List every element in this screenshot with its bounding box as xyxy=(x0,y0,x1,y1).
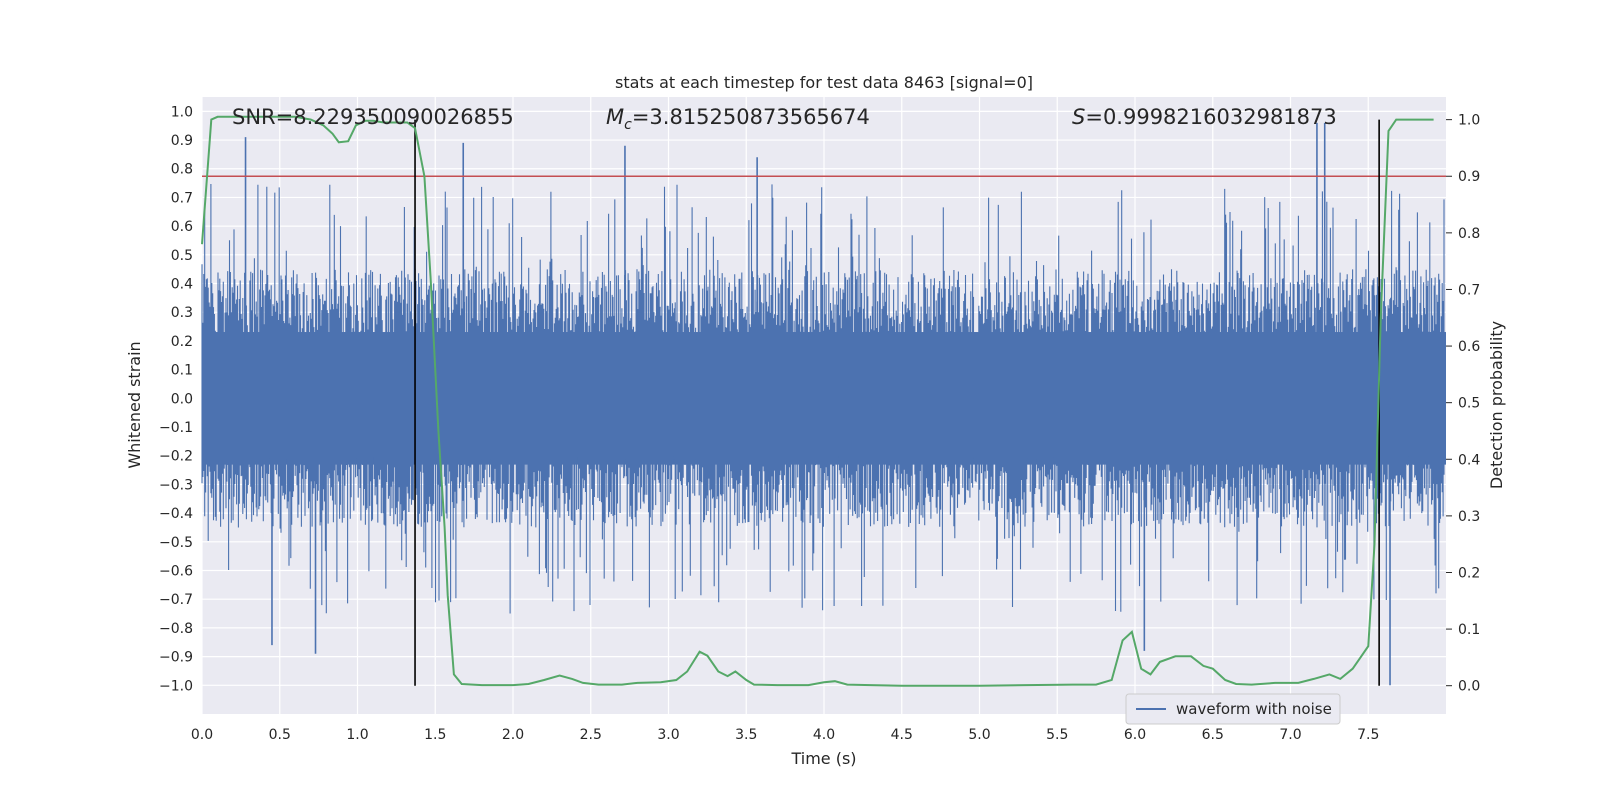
x-tick-label: 4.5 xyxy=(891,727,913,743)
y-tick-label: −0.6 xyxy=(159,564,193,580)
y-tick-label: 0.9 xyxy=(171,133,193,149)
y-tick-label: 0.5 xyxy=(171,248,193,264)
x-tick-label: 6.0 xyxy=(1124,727,1146,743)
y-tick-label: −0.8 xyxy=(159,621,193,637)
y2-tick-label: 0.7 xyxy=(1458,282,1480,298)
x-tick-label: 3.0 xyxy=(657,727,679,743)
significance-annotation: S=0.9998216032981873 xyxy=(1072,105,1337,129)
legend-box xyxy=(1125,693,1341,725)
x-tick-label: 6.5 xyxy=(1202,727,1224,743)
x-tick-label: 4.0 xyxy=(813,727,835,743)
x-tick-label: 2.0 xyxy=(502,727,524,743)
y-tick-label: 0.8 xyxy=(171,162,193,178)
chirp-mass-symbol: M xyxy=(606,105,624,129)
y-tick-label: 0.1 xyxy=(171,363,193,379)
x-tick-label: 1.5 xyxy=(424,727,446,743)
legend-label-waveform: waveform with noise xyxy=(1176,700,1332,718)
y2-tick-label: 0.4 xyxy=(1458,452,1480,468)
y2-tick-label: 0.9 xyxy=(1458,169,1480,185)
x-tick-label: 3.5 xyxy=(735,727,757,743)
y-tick-label: 0.4 xyxy=(171,277,193,293)
waveform-series xyxy=(201,122,1446,686)
y-tick-label: 0.3 xyxy=(171,305,193,321)
x-tick-label: 5.5 xyxy=(1046,727,1068,743)
y-tick-label: −0.3 xyxy=(159,477,193,493)
chirp-mass-annotation: Mc=3.815250873565674 xyxy=(606,105,870,133)
significance-symbol: S xyxy=(1072,105,1085,129)
chirp-mass-subscript: c xyxy=(624,117,632,133)
x-tick-label: 1.0 xyxy=(346,727,368,743)
y-tick-label: −0.4 xyxy=(159,506,193,522)
y2-tick-label: 1.0 xyxy=(1458,113,1480,129)
significance-value: =0.9998216032981873 xyxy=(1085,105,1336,129)
y-tick-label: 1.0 xyxy=(171,104,193,120)
y2-tick-label: 0.0 xyxy=(1458,679,1480,695)
y2-tick-label: 0.8 xyxy=(1458,226,1480,242)
y2-tick-label: 0.5 xyxy=(1458,396,1480,412)
y2-tick-label: 0.1 xyxy=(1458,622,1480,638)
x-tick-label: 0.0 xyxy=(191,727,213,743)
y-tick-label: 0.6 xyxy=(171,219,193,235)
x-tick-label: 7.5 xyxy=(1357,727,1379,743)
x-axis-label: Time (s) xyxy=(790,749,856,768)
y-tick-label: 0.0 xyxy=(171,391,193,407)
y2-tick-label: 0.3 xyxy=(1458,509,1480,525)
y-tick-label: 0.7 xyxy=(171,190,193,206)
y-tick-label: −0.2 xyxy=(159,449,193,465)
x-tick-label: 7.0 xyxy=(1279,727,1301,743)
y2-tick-labels: 0.0 0.1 0.2 0.3 0.4 0.5 0.6 0.7 0.8 0.9 1.0 xyxy=(1446,113,1480,695)
y-tick-label: −0.1 xyxy=(159,420,193,436)
chirp-mass-value: =3.815250873565674 xyxy=(632,105,870,129)
y-tick-label: −0.9 xyxy=(159,650,193,666)
probability-series xyxy=(201,115,1434,687)
x-tick-label: 0.5 xyxy=(269,727,291,743)
snr-annotation: SNR=8.229350090026855 xyxy=(232,105,514,129)
x-tick-labels: 0.0 0.5 1.0 1.5 2.0 2.5 3.0 3.5 4.0 4.5 5.0 5.5 6.0 6… xyxy=(191,727,1380,743)
waveform-noise-trace xyxy=(201,184,1445,614)
y-tick-labels: −1.0 −0.9 −0.8 −0.7 −0.6 −0.5 −0.4 −0.3 −0.2 −0.1… xyxy=(159,104,193,694)
y-tick-label: −0.5 xyxy=(159,535,193,551)
y2-tick-label: 0.6 xyxy=(1458,339,1480,355)
y-axis-label: Whitened strain xyxy=(125,341,144,468)
x-tick-label: 5.0 xyxy=(968,727,990,743)
y-tick-label: 0.2 xyxy=(171,334,193,350)
chart-title: stats at each timestep for test data 846… xyxy=(615,73,1033,92)
x-tick-label: 2.5 xyxy=(580,727,602,743)
y-tick-label: −0.7 xyxy=(159,592,193,608)
y-tick-label: −1.0 xyxy=(159,678,193,694)
y2-tick-label: 0.2 xyxy=(1458,565,1480,581)
probability-line xyxy=(201,115,1434,687)
legend: waveform with noise xyxy=(1125,693,1341,725)
y2-axis-label: Detection probability xyxy=(1487,321,1506,489)
